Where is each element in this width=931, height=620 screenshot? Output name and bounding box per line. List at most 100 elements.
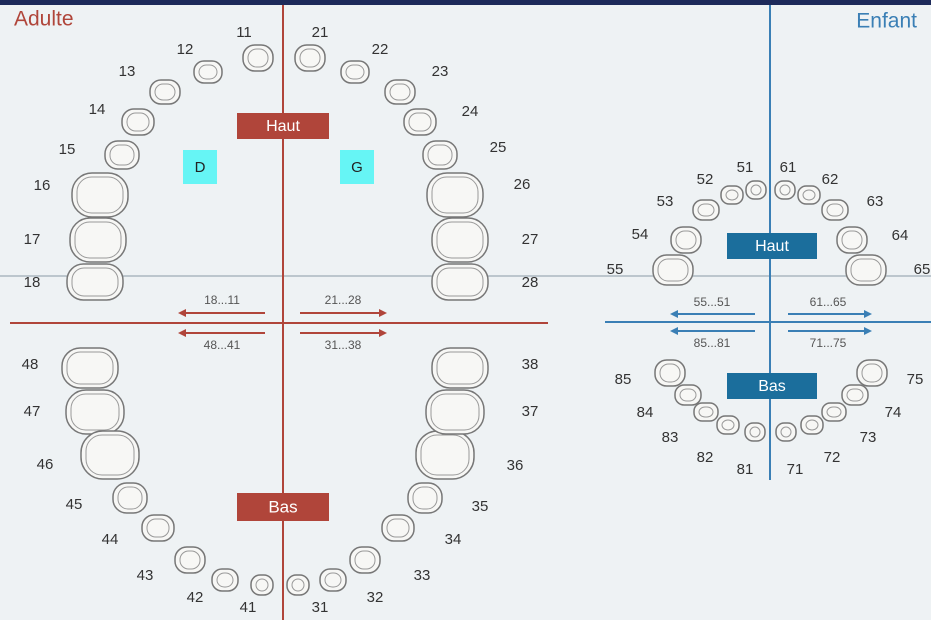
- range-label: 61...65: [810, 295, 847, 309]
- tooth: [212, 569, 238, 591]
- tooth-number: 52: [697, 171, 714, 188]
- tooth-number: 33: [414, 567, 431, 584]
- tooth-number: 27: [522, 231, 539, 248]
- tooth-number: 35: [472, 498, 489, 515]
- tooth-number: 28: [522, 274, 539, 291]
- tooth: [822, 200, 848, 220]
- tooth: [675, 385, 701, 405]
- tooth-number: 41: [240, 599, 257, 616]
- dental-chart: Adulte Enfant Haut Bas D G Haut Bas 18..…: [0, 0, 931, 620]
- tooth-number: 22: [372, 41, 389, 58]
- tooth: [427, 173, 483, 217]
- tooth: [70, 218, 126, 262]
- tooth: [842, 385, 868, 405]
- tooth: [432, 264, 488, 300]
- tooth: [746, 181, 766, 199]
- tooth: [287, 575, 309, 595]
- tooth-number: 74: [885, 404, 902, 421]
- tooth-number: 64: [892, 227, 909, 244]
- tooth: [776, 423, 796, 441]
- range-label: 55...51: [694, 295, 731, 309]
- tooth-number: 18: [24, 274, 41, 291]
- tooth-number: 51: [737, 159, 754, 176]
- tooth-number: 53: [657, 193, 674, 210]
- tooth: [717, 416, 739, 434]
- tooth: [251, 575, 273, 595]
- tooth-number: 24: [462, 103, 479, 120]
- tooth: [775, 181, 795, 199]
- lower-label: Bas: [758, 378, 786, 395]
- tooth-number: 21: [312, 24, 329, 41]
- tooth-number: 42: [187, 589, 204, 606]
- tooth-number: 32: [367, 589, 384, 606]
- tooth: [341, 61, 369, 83]
- tooth: [801, 416, 823, 434]
- tooth-number: 37: [522, 403, 539, 420]
- tooth: [694, 403, 718, 421]
- tooth-number: 11: [236, 24, 252, 41]
- tooth-number: 16: [34, 177, 51, 194]
- tooth-number: 47: [24, 403, 41, 420]
- tooth: [432, 218, 488, 262]
- upper-label: Haut: [755, 238, 789, 255]
- tooth: [721, 186, 743, 204]
- tooth-number: 62: [822, 171, 839, 188]
- tooth: [66, 390, 124, 434]
- tooth: [194, 61, 222, 83]
- tooth-number: 46: [37, 456, 54, 473]
- tooth-number: 72: [824, 449, 841, 466]
- adult-title: Adulte: [14, 8, 74, 31]
- tooth-number: 26: [514, 176, 531, 193]
- tooth-number: 12: [177, 41, 194, 58]
- tooth-number: 38: [522, 356, 539, 373]
- tooth-number: 31: [312, 599, 329, 616]
- tooth-number: 45: [66, 496, 83, 513]
- range-label: 18...11: [204, 293, 240, 307]
- tooth-number: 13: [119, 63, 136, 80]
- tooth-number: 34: [445, 531, 462, 548]
- tooth-number: 25: [490, 139, 507, 156]
- child-title: Enfant: [856, 10, 917, 33]
- tooth-number: 14: [89, 101, 106, 118]
- tooth-number: 63: [867, 193, 884, 210]
- upper-label: Haut: [266, 118, 300, 135]
- tooth-number: 82: [697, 449, 714, 466]
- tooth: [416, 431, 474, 479]
- tooth: [72, 173, 128, 217]
- range-label: 85...81: [694, 336, 731, 350]
- tooth: [320, 569, 346, 591]
- tooth: [693, 200, 719, 220]
- tooth: [798, 186, 820, 204]
- side-label: D: [195, 159, 206, 176]
- tooth: [62, 348, 118, 388]
- tooth-number: 71: [787, 461, 804, 478]
- range-label: 71...75: [810, 336, 847, 350]
- tooth-number: 17: [24, 231, 41, 248]
- tooth-number: 73: [860, 429, 877, 446]
- tooth-number: 44: [102, 531, 119, 548]
- tooth: [426, 390, 484, 434]
- tooth-number: 43: [137, 567, 154, 584]
- tooth-number: 85: [615, 371, 632, 388]
- tooth-number: 84: [637, 404, 654, 421]
- tooth-number: 83: [662, 429, 679, 446]
- tooth: [745, 423, 765, 441]
- tooth-number: 54: [632, 226, 649, 243]
- tooth-number: 61: [780, 159, 797, 176]
- tooth-number: 36: [507, 457, 524, 474]
- tooth-number: 65: [914, 261, 931, 278]
- range-label: 21...28: [325, 293, 362, 307]
- tooth-number: 75: [907, 371, 924, 388]
- tooth: [432, 348, 488, 388]
- lower-label: Bas: [268, 497, 297, 516]
- tooth-number: 48: [22, 356, 39, 373]
- tooth: [81, 431, 139, 479]
- tooth: [67, 264, 123, 300]
- tooth-number: 81: [737, 461, 754, 478]
- tooth: [822, 403, 846, 421]
- tooth-number: 55: [607, 261, 624, 278]
- range-label: 48...41: [204, 338, 241, 352]
- range-label: 31...38: [325, 338, 362, 352]
- top-bar: [0, 0, 931, 5]
- tooth-number: 23: [432, 63, 449, 80]
